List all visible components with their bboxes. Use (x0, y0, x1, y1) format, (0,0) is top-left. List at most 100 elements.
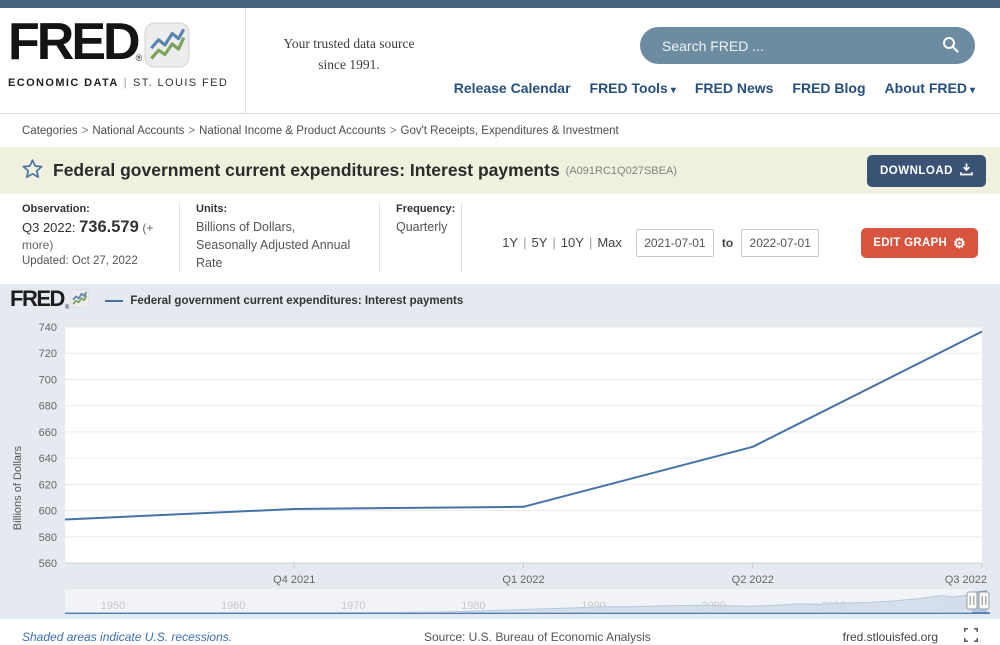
nav-link-fred-news[interactable]: FRED News (694, 80, 774, 96)
breadcrumb-separator: > (81, 125, 89, 137)
fred-logo[interactable]: FRED ® ECONOMIC DATA | ST. LOUIS FED (0, 8, 246, 113)
breadcrumb-separator: > (389, 125, 397, 137)
page-title: Federal government current expenditures:… (53, 160, 560, 180)
search-input[interactable] (660, 36, 940, 55)
y-tick-label: 600 (39, 506, 57, 518)
y-tick-label: 740 (39, 322, 57, 334)
navigator-handle-left[interactable] (966, 591, 978, 610)
legend-line-swatch (105, 299, 124, 302)
logo-subtitle-divider: | (123, 77, 128, 89)
fred-url-link[interactable]: fred.stlouisfed.org (842, 629, 938, 644)
date-to-input[interactable] (741, 228, 820, 257)
observation-block: Observation: Q3 2022: 736.579 (+ more) U… (22, 203, 180, 273)
y-tick-label: 660 (39, 427, 57, 439)
range-separator: | (523, 235, 527, 251)
logo-subtitle-right: ST. LOUIS FED (132, 77, 229, 89)
range-separator: | (588, 235, 593, 251)
range-link-max[interactable]: Max (597, 235, 622, 251)
navigator-minimap[interactable]: 19501960197019801990200020102020 (0, 587, 1000, 619)
date-from-input[interactable] (635, 228, 714, 257)
chevron-down-icon: ▾ (670, 85, 676, 96)
breadcrumb-item[interactable]: National Income & Product Accounts (199, 125, 386, 137)
data-line[interactable] (64, 330, 983, 521)
nav-link-about-fred[interactable]: About FRED ▾ (884, 80, 975, 96)
top-accent-strip (0, 0, 1000, 8)
breadcrumb-item[interactable]: Categories (22, 125, 78, 137)
observation-label: Observation: (22, 203, 90, 215)
search-button[interactable] (940, 34, 961, 58)
nav-link-fred-blog[interactable]: FRED Blog (792, 80, 866, 96)
logo-subtitle-left: ECONOMIC DATA (8, 77, 119, 89)
minimap-area (77, 591, 987, 614)
navigator-mask (65, 589, 972, 614)
recessions-note: Shaded areas indicate U.S. recessions. (22, 629, 233, 644)
favorite-star-button[interactable] (22, 159, 43, 182)
main-chart[interactable]: 560 580 600 620 640 660 680 700 720 740 Q4 2021 Q1 … (0, 317, 1000, 587)
units-line1: Billions of Dollars, (196, 220, 296, 234)
frequency-label: Frequency: (396, 203, 456, 215)
nav-link-fred-tools[interactable]: FRED Tools ▾ (589, 80, 676, 96)
breadcrumb-item[interactable]: Gov't Receipts, Expenditures & Investmen… (400, 125, 619, 137)
y-tick-label: 620 (39, 480, 57, 492)
y-tick-label: 720 (39, 349, 57, 361)
units-block: Units: Billions of Dollars, Seasonally A… (180, 203, 380, 273)
chart-legend: Federal government current expenditures:… (105, 295, 463, 307)
frequency-value: Quarterly (396, 220, 448, 234)
minimap-year-label: 1960 (221, 600, 245, 612)
x-tick-label: Q4 2021 (273, 574, 315, 586)
source-note: Source: U.S. Bureau of Economic Analysis (423, 629, 651, 644)
breadcrumb-separator: > (188, 125, 196, 137)
range-link-5y[interactable]: 5Y (531, 235, 548, 251)
minimap-year-label: 1980 (461, 600, 485, 612)
more-observations-link[interactable]: (+ more) (22, 221, 154, 252)
breadcrumb-item[interactable]: National Accounts (92, 125, 185, 137)
range-link-10y[interactable]: 10Y (560, 235, 584, 251)
tagline-line1: Your trusted data source (283, 36, 415, 51)
x-tick-label: Q3 2022 (945, 574, 987, 586)
star-icon (22, 159, 43, 182)
nav-link-release-calendar[interactable]: Release Calendar (453, 80, 571, 96)
download-button[interactable]: DOWNLOAD (867, 154, 986, 187)
x-tick-label: Q2 2022 (732, 574, 774, 586)
y-tick-label: 680 (39, 401, 57, 413)
observation-period: Q3 2022: (22, 220, 76, 235)
fullscreen-button[interactable] (964, 628, 978, 645)
chart-watermark-text: FRED (10, 286, 65, 312)
fred-logo-text: FRED (8, 13, 141, 71)
breadcrumb: Categories > National Accounts > National In… (0, 114, 1000, 147)
chart-region: FRED ® Federal government current expend… (0, 284, 1000, 620)
search-icon (942, 36, 959, 56)
logo-subtitle: ECONOMIC DATA | ST. LOUIS FED (8, 77, 245, 89)
fred-logo-chart-icon (144, 22, 190, 73)
navigator-handle-right[interactable] (978, 591, 990, 610)
edit-graph-button[interactable]: EDIT GRAPH ⚙ (861, 227, 978, 258)
registered-mark: ® (135, 53, 143, 63)
minimap-year-label: 1950 (101, 600, 125, 612)
chart-watermark-reg: ® (64, 305, 70, 312)
y-tick-label: 580 (39, 532, 57, 544)
updated-date: Updated: Oct 27, 2022 (22, 255, 138, 267)
y-tick-label: 700 (39, 375, 57, 387)
search-bar[interactable] (640, 27, 975, 64)
series-id: (A091RC1Q027SBEA) (565, 164, 677, 177)
edit-graph-label: EDIT GRAPH (873, 236, 948, 249)
gear-icon: ⚙ (953, 234, 966, 251)
range-shortcuts: 1Y | 5Y | 10Y | Max (502, 235, 622, 250)
chart-footer: Shaded areas indicate U.S. recessions. S… (0, 619, 1000, 645)
minimap-baseline (65, 612, 990, 615)
y-tick-label: 640 (39, 453, 57, 465)
y-tick-label: 560 (39, 558, 57, 570)
plot-area (65, 327, 982, 564)
observation-value: 736.579 (79, 218, 139, 236)
chart-watermark: FRED ® (10, 286, 90, 313)
tagline: Your trusted data source since 1991. (264, 34, 434, 113)
tagline-line2: since 1991. (318, 56, 380, 72)
chevron-down-icon: ▾ (969, 85, 975, 96)
units-line2: Seasonally Adjusted Annual Rate (196, 238, 351, 271)
units-label: Units: (196, 203, 228, 215)
x-tick-label: Q1 2022 (502, 574, 544, 586)
legend-label: Federal government current expenditures:… (130, 294, 464, 307)
frequency-block: Frequency: Quarterly (380, 203, 462, 273)
range-link-1y[interactable]: 1Y (502, 235, 519, 251)
range-separator: | (552, 235, 556, 251)
